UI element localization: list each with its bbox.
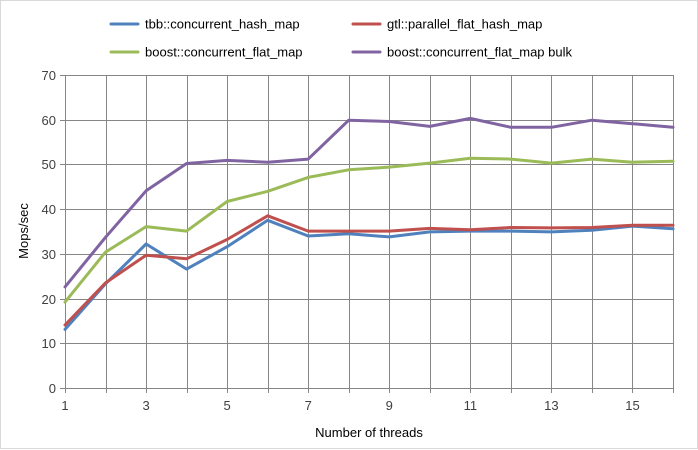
y-tick-label: 50 <box>42 157 56 172</box>
legend-item: boost::concurrent_flat_map bulk <box>351 45 572 60</box>
series-line <box>63 218 675 331</box>
series-line <box>63 116 675 289</box>
x-tick-label: 1 <box>61 398 68 413</box>
x-tick-label: 15 <box>625 398 639 413</box>
legend-label: tbb::concurrent_hash_map <box>145 17 300 32</box>
x-tick-label: 11 <box>464 398 478 413</box>
y-tick-label: 10 <box>42 336 56 351</box>
y-tick-label: 70 <box>42 68 56 83</box>
y-tick-label: 40 <box>42 202 56 217</box>
x-tick-label: 9 <box>386 398 393 413</box>
series-line <box>63 156 675 304</box>
y-tick-label: 20 <box>42 292 56 307</box>
x-tick-label: 3 <box>142 398 149 413</box>
legend-label: boost::concurrent_flat_map <box>145 45 303 60</box>
legend-label: boost::concurrent_flat_map bulk <box>387 45 572 60</box>
x-axis-title: Number of threads <box>315 425 423 440</box>
x-tick-label: 5 <box>224 398 231 413</box>
y-tick-label: 30 <box>42 247 56 262</box>
legend-item: tbb::concurrent_hash_map <box>109 17 300 32</box>
series-1 <box>63 214 675 327</box>
legend-item: boost::concurrent_flat_map <box>109 45 303 60</box>
series-0 <box>63 218 675 331</box>
legend: tbb::concurrent_hash_map gtl::parallel_fl… <box>109 17 572 60</box>
y-tick-label: 0 <box>49 381 56 396</box>
series-2 <box>63 156 675 304</box>
x-tick-label: 13 <box>544 398 558 413</box>
y-axis-title: Mops/sec <box>16 203 31 259</box>
y-tick-label: 60 <box>42 113 56 128</box>
series-3 <box>63 116 675 289</box>
series-lines <box>63 116 675 331</box>
legend-item: gtl::parallel_flat_hash_map <box>351 17 542 32</box>
legend-label: gtl::parallel_flat_hash_map <box>387 17 542 32</box>
series-line <box>63 214 675 327</box>
x-tick-label: 7 <box>305 398 312 413</box>
